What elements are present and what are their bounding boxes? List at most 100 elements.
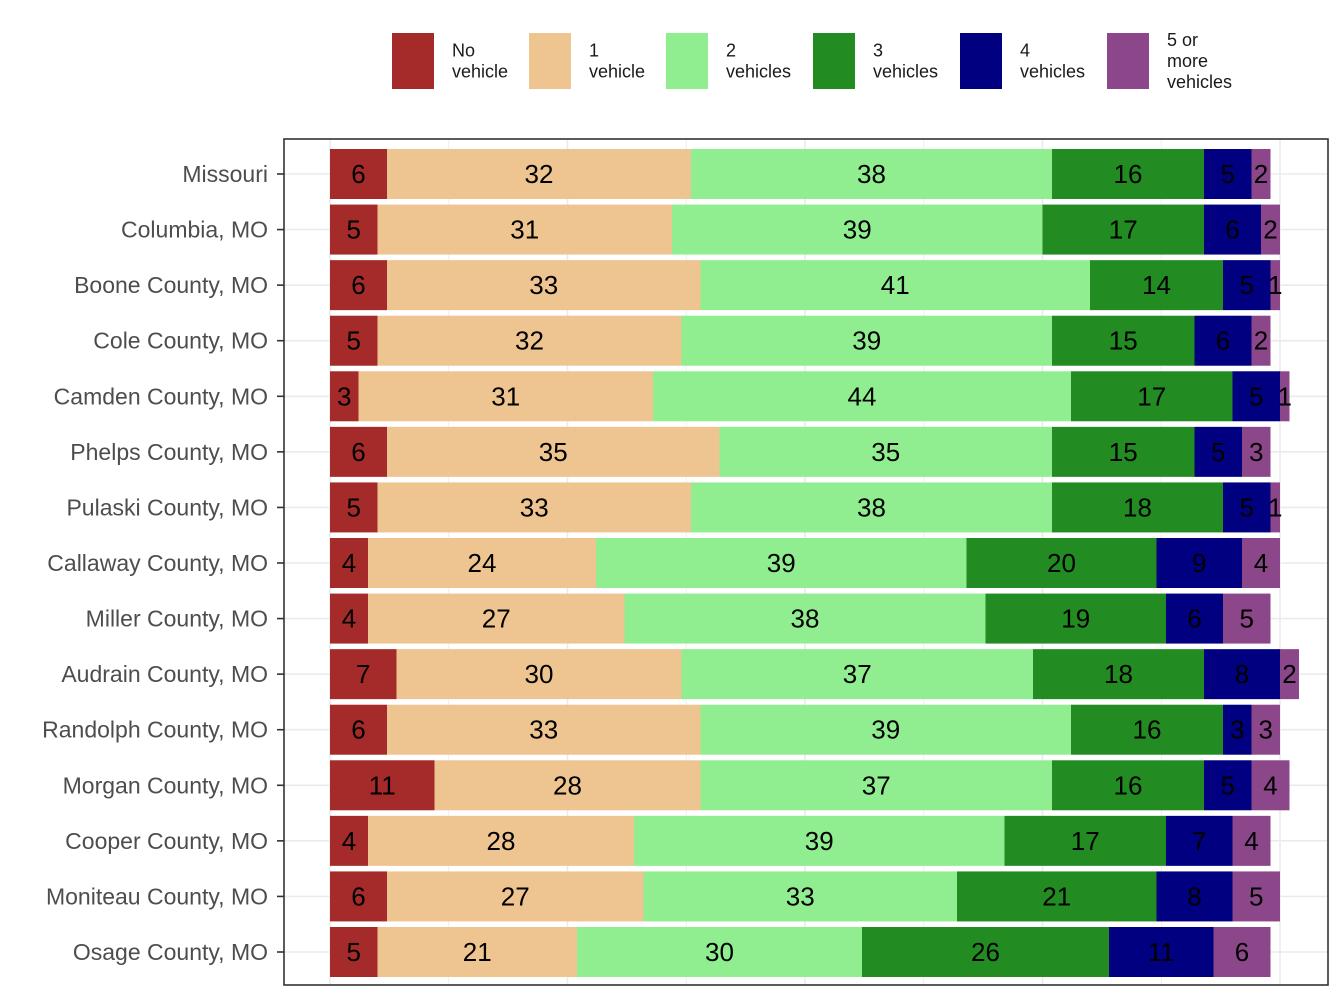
bar-callaway-county-mo-4-vehicles — [1156, 538, 1242, 588]
bar-randolph-county-mo-4-vehicles — [1223, 704, 1252, 755]
data-label-morgan-county-mo-no-vehicle: 11 — [369, 770, 396, 800]
legend-item-5-or-more-vehicles: 5 or more vehicles — [1107, 30, 1232, 92]
data-label-cole-county-mo-2-vehicles: 39 — [852, 326, 881, 356]
data-label-randolph-county-mo-1-vehicle: 33 — [529, 715, 558, 745]
data-label-audrain-county-mo-1-vehicle: 30 — [525, 659, 554, 689]
legend-label-1-vehicle: 1 vehicle — [589, 41, 645, 82]
data-label-miller-county-mo-1-vehicle: 27 — [482, 604, 511, 634]
plot-panel: 6 32 38 16 5 25 31 39 17 6 26 33 41 14 5 15 32 39 15 6 23 31 4… — [42, 138, 1329, 986]
bar-callaway-county-mo-no-vehicle — [330, 538, 368, 588]
y-tick-label-miller-county-mo: Miller County, MO — [86, 606, 268, 632]
legend-key-1-vehicle — [529, 33, 571, 89]
y-tick-label-cole-county-mo: Cole County, MO — [93, 328, 268, 354]
bar-miller-county-mo-1-vehicle — [368, 593, 625, 644]
bar-camden-county-mo-3-vehicles — [1071, 371, 1233, 422]
data-label-columbia-mo-5-or-more-vehicles: 2 — [1263, 215, 1277, 245]
bar-boone-county-mo-1-vehicle — [387, 260, 701, 311]
data-label-cole-county-mo-1-vehicle: 32 — [515, 326, 544, 356]
data-label-audrain-county-mo-5-or-more-vehicles: 2 — [1282, 659, 1296, 689]
data-label-osage-county-mo-2-vehicles: 30 — [705, 937, 734, 967]
bar-cole-county-mo-1-vehicle — [377, 315, 682, 366]
y-tick-label-morgan-county-mo: Morgan County, MO — [63, 772, 268, 798]
data-label-phelps-county-mo-no-vehicle: 6 — [351, 437, 365, 467]
bar-cooper-county-mo-no-vehicle — [330, 815, 368, 866]
data-label-randolph-county-mo-2-vehicles: 39 — [871, 715, 900, 745]
y-axis: Missouri Columbia, MO Boone County, MO Cole… — [42, 161, 284, 965]
bar-columbia-mo-no-vehicle — [330, 204, 378, 255]
data-label-camden-county-mo-3-vehicles: 17 — [1137, 381, 1166, 411]
bar-camden-county-mo-1-vehicle — [358, 371, 653, 422]
y-tick-label-cooper-county-mo: Cooper County, MO — [65, 828, 268, 854]
legend-label-3-vehicles: 3 vehicles — [873, 41, 938, 82]
data-label-camden-county-mo-no-vehicle: 3 — [337, 381, 351, 411]
data-label-callaway-county-mo-1-vehicle: 24 — [468, 548, 497, 578]
legend-item-4-vehicles: 4 vehicles — [960, 33, 1085, 89]
legend: No vehicle 1 vehicle 2 vehicles 3 vehicles 4 vehi… — [392, 30, 1232, 92]
bar-columbia-mo-1-vehicle — [377, 204, 672, 255]
bar-boone-county-mo-2-vehicles — [700, 260, 1090, 311]
data-label-columbia-mo-1-vehicle: 31 — [510, 215, 539, 245]
bar-osage-county-mo-no-vehicle — [330, 927, 378, 977]
data-label-pulaski-county-mo-1-vehicle: 33 — [520, 492, 549, 522]
bar-morgan-county-mo-5-or-more-vehicles — [1251, 760, 1290, 811]
data-label-cole-county-mo-3-vehicles: 15 — [1109, 326, 1138, 356]
legend-key-no-vehicle — [392, 33, 434, 89]
data-label-callaway-county-mo-5-or-more-vehicles: 4 — [1254, 548, 1268, 578]
bar-miller-county-mo-no-vehicle — [330, 593, 368, 644]
bar-boone-county-mo-no-vehicle — [330, 260, 387, 311]
bar-randolph-county-mo-3-vehicles — [1071, 704, 1223, 755]
data-label-missouri-no-vehicle: 6 — [351, 159, 365, 189]
bar-pulaski-county-mo-2-vehicles — [691, 482, 1052, 533]
bar-audrain-county-mo-1-vehicle — [396, 649, 682, 700]
data-label-cole-county-mo-5-or-more-vehicles: 2 — [1254, 326, 1268, 356]
data-label-moniteau-county-mo-2-vehicles: 33 — [786, 881, 815, 911]
data-label-columbia-mo-3-vehicles: 17 — [1109, 215, 1138, 245]
data-label-callaway-county-mo-2-vehicles: 39 — [767, 548, 796, 578]
data-label-audrain-county-mo-4-vehicles: 8 — [1235, 659, 1249, 689]
legend-item-2-vehicles: 2 vehicles — [666, 33, 791, 89]
data-label-cooper-county-mo-3-vehicles: 17 — [1071, 826, 1100, 856]
data-label-randolph-county-mo-no-vehicle: 6 — [351, 715, 365, 745]
data-label-morgan-county-mo-5-or-more-vehicles: 4 — [1263, 770, 1277, 800]
bar-boone-county-mo-5-or-more-vehicles — [1270, 260, 1280, 311]
y-tick-label-randolph-county-mo: Randolph County, MO — [42, 717, 268, 743]
bar-osage-county-mo-4-vehicles — [1109, 927, 1214, 977]
data-label-callaway-county-mo-4-vehicles: 9 — [1192, 548, 1206, 578]
y-tick-label-moniteau-county-mo: Moniteau County, MO — [46, 883, 268, 909]
data-label-phelps-county-mo-5-or-more-vehicles: 3 — [1249, 437, 1263, 467]
bar-morgan-county-mo-2-vehicles — [700, 760, 1052, 811]
data-label-audrain-county-mo-no-vehicle: 7 — [356, 659, 370, 689]
data-label-missouri-1-vehicle: 32 — [525, 159, 554, 189]
data-label-pulaski-county-mo-2-vehicles: 38 — [857, 492, 886, 522]
bar-camden-county-mo-4-vehicles — [1232, 371, 1280, 422]
data-label-osage-county-mo-3-vehicles: 26 — [971, 937, 1000, 967]
data-label-osage-county-mo-no-vehicle: 5 — [347, 937, 361, 967]
data-label-miller-county-mo-2-vehicles: 38 — [791, 604, 820, 634]
data-label-audrain-county-mo-2-vehicles: 37 — [843, 659, 872, 689]
data-label-missouri-4-vehicles: 5 — [1221, 159, 1235, 189]
data-label-cooper-county-mo-4-vehicles: 7 — [1192, 826, 1206, 856]
data-label-miller-county-mo-5-or-more-vehicles: 5 — [1240, 604, 1254, 634]
bar-miller-county-mo-3-vehicles — [985, 593, 1166, 644]
bar-miller-county-mo-2-vehicles — [624, 593, 986, 644]
y-tick-label-phelps-county-mo: Phelps County, MO — [70, 439, 268, 465]
bar-camden-county-mo-no-vehicle — [330, 371, 359, 422]
data-label-boone-county-mo-4-vehicles: 5 — [1240, 270, 1254, 300]
data-label-phelps-county-mo-1-vehicle: 35 — [539, 437, 568, 467]
bar-boone-county-mo-4-vehicles — [1223, 260, 1271, 311]
data-label-missouri-5-or-more-vehicles: 2 — [1254, 159, 1268, 189]
panel-border — [283, 138, 1329, 986]
bar-pulaski-county-mo-no-vehicle — [330, 482, 378, 533]
data-label-moniteau-county-mo-4-vehicles: 8 — [1187, 881, 1201, 911]
data-label-moniteau-county-mo-no-vehicle: 6 — [351, 881, 365, 911]
data-label-columbia-mo-no-vehicle: 5 — [347, 215, 361, 245]
bar-audrain-county-mo-no-vehicle — [330, 649, 397, 700]
data-label-boone-county-mo-2-vehicles: 41 — [881, 270, 910, 300]
bar-phelps-county-mo-2-vehicles — [719, 426, 1052, 477]
y-tick-label-camden-county-mo: Camden County, MO — [54, 383, 268, 409]
data-label-cole-county-mo-4-vehicles: 6 — [1216, 326, 1230, 356]
data-label-cooper-county-mo-2-vehicles: 39 — [805, 826, 834, 856]
data-label-camden-county-mo-1-vehicle: 31 — [491, 381, 520, 411]
bar-camden-county-mo-2-vehicles — [653, 371, 1071, 422]
